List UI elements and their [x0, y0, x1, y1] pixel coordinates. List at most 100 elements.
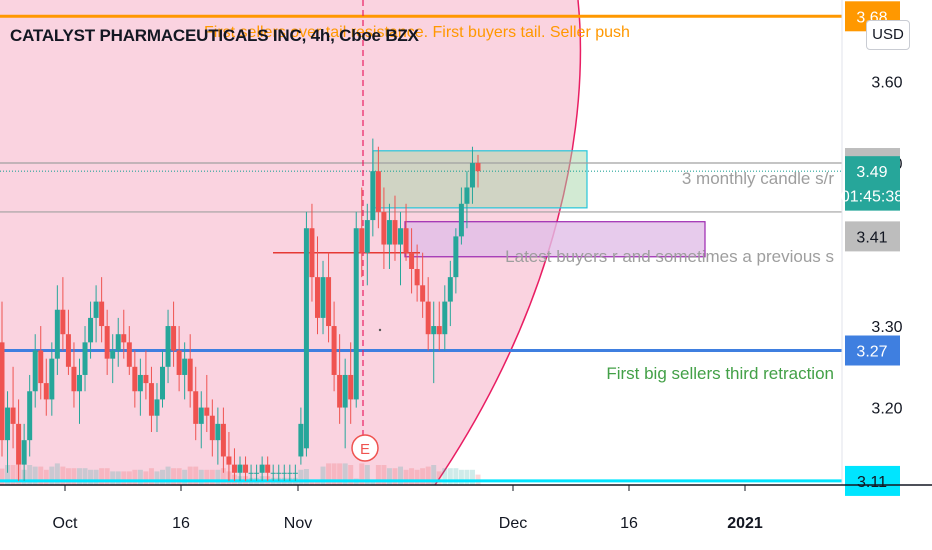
volume-bar [464, 469, 470, 485]
candle-body [143, 374, 149, 384]
volume-bar [403, 469, 409, 485]
candle-body [414, 268, 420, 286]
volume-bar [49, 466, 55, 485]
x-tick-label: Nov [284, 515, 312, 532]
candle-body [176, 350, 182, 375]
candle-body [226, 456, 232, 465]
candle-body [475, 163, 481, 172]
candle-body [409, 252, 415, 269]
candle-body [298, 423, 304, 457]
candle-body [132, 366, 138, 392]
volume-bar [137, 469, 143, 485]
candle-body [137, 374, 143, 392]
candle-body [93, 301, 99, 318]
candle-body [469, 163, 475, 188]
volume-bar [392, 468, 398, 485]
candle-body [243, 464, 249, 473]
volume-bar [132, 469, 138, 485]
candle-body [431, 326, 437, 335]
candle-body [303, 228, 309, 449]
volume-bar [337, 463, 343, 485]
candle-body [148, 383, 154, 416]
price-tag-label: 3.49 [856, 164, 887, 181]
candle-body [99, 301, 105, 327]
currency-button[interactable]: USD [866, 20, 910, 50]
candle-body [270, 472, 276, 474]
volume-bar [398, 466, 404, 485]
volume-bar [176, 468, 182, 485]
price-tag-label: 3.27 [856, 344, 887, 361]
volume-bar [453, 468, 459, 485]
candle-body [27, 391, 33, 441]
volume-bar [320, 466, 326, 485]
candle-body [342, 374, 348, 408]
price-tag [845, 465, 900, 496]
candle-body [464, 187, 470, 204]
candle-body [110, 350, 116, 359]
candle-body [204, 407, 210, 416]
volume-bar [171, 468, 177, 485]
candle-body [160, 366, 166, 400]
volume-bar [182, 469, 188, 485]
candle-body [126, 342, 132, 367]
volume-bar [204, 469, 210, 485]
volume-bar [60, 466, 66, 485]
candle-body [392, 220, 398, 245]
candle-body [171, 326, 177, 351]
candle-body [32, 350, 38, 392]
candle-body [104, 326, 110, 359]
candle-body [220, 423, 226, 457]
candle-body [54, 309, 60, 359]
x-tick-label: Oct [53, 515, 78, 532]
candle-body [398, 228, 404, 245]
volume-bar [359, 463, 365, 485]
volume-bar [104, 468, 110, 485]
price-tag [845, 180, 900, 211]
candle-body [254, 472, 260, 474]
event-marker-label: E [360, 441, 370, 458]
candle-body [420, 285, 426, 302]
candle-body [16, 423, 22, 465]
candle-body [43, 383, 49, 400]
volume-bar [38, 466, 44, 485]
candle-body [248, 472, 254, 474]
volume-bars [0, 463, 481, 485]
volume-bar [447, 468, 453, 485]
volume-bar [10, 465, 16, 485]
candle-body [348, 374, 354, 400]
projection-zone-edge [434, 0, 582, 486]
candle-body [370, 171, 376, 221]
volume-bar [193, 466, 199, 485]
candle-body [231, 464, 237, 473]
volume-bar [209, 469, 215, 485]
annotation-big-sellers: First big sellers third retraction [606, 364, 834, 383]
volume-bar [220, 468, 226, 485]
price-tag [845, 335, 900, 366]
candle-body [337, 374, 343, 408]
volume-bar [148, 468, 154, 485]
candle-body [442, 301, 448, 335]
volume-bar [386, 468, 392, 485]
candle-body [21, 440, 27, 465]
y-tick-label: 3.20 [871, 401, 902, 418]
volume-bar [375, 465, 381, 485]
candle-body [76, 374, 82, 392]
volume-bar [215, 469, 221, 485]
volume-bar [65, 468, 71, 485]
candle-body [198, 407, 204, 424]
volume-bar [420, 468, 426, 485]
candle-body [453, 236, 459, 278]
candle-body [386, 220, 392, 245]
candle-body [436, 326, 442, 335]
volume-bar [414, 469, 420, 485]
volume-bar [0, 468, 5, 485]
marker-dot [378, 328, 382, 332]
y-tick-label: 3.30 [871, 319, 902, 336]
candle-body [320, 277, 326, 318]
projection-zone [0, 0, 581, 485]
candle-body [359, 228, 365, 253]
x-tick-label: 16 [620, 515, 638, 532]
annotation-monthly-sr: 3 monthly candle s/r [682, 169, 834, 188]
volume-bar [54, 463, 60, 485]
